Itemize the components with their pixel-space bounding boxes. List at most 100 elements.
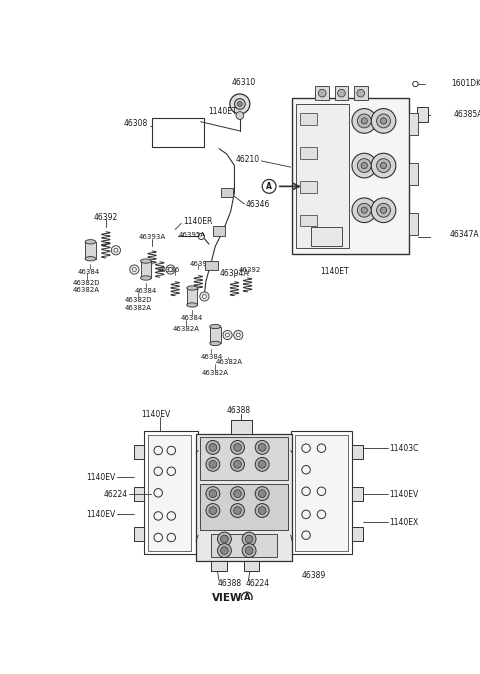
Bar <box>152 118 204 147</box>
Text: 46388: 46388 <box>217 579 241 588</box>
Circle shape <box>132 268 136 272</box>
Text: 46384: 46384 <box>181 315 203 321</box>
Circle shape <box>361 207 367 213</box>
Text: 1140ET: 1140ET <box>208 107 237 116</box>
Circle shape <box>234 460 241 468</box>
Text: 46384: 46384 <box>135 288 157 294</box>
Circle shape <box>217 532 231 546</box>
Text: 46395A: 46395A <box>178 232 205 238</box>
Text: 46389: 46389 <box>301 572 326 580</box>
Text: 1140EV: 1140EV <box>141 410 170 419</box>
Text: 46396: 46396 <box>158 266 180 272</box>
Bar <box>148 435 191 551</box>
Bar <box>133 528 144 541</box>
Text: 46224: 46224 <box>246 579 270 588</box>
Bar <box>133 445 144 459</box>
Circle shape <box>130 265 139 274</box>
Circle shape <box>234 330 243 340</box>
Circle shape <box>221 535 228 543</box>
Text: A: A <box>266 182 272 191</box>
Circle shape <box>258 507 266 514</box>
Bar <box>409 213 419 235</box>
Circle shape <box>209 490 217 497</box>
Circle shape <box>352 198 377 222</box>
Circle shape <box>318 90 326 97</box>
Text: A: A <box>243 593 250 602</box>
Circle shape <box>206 441 220 454</box>
Circle shape <box>258 460 266 468</box>
Bar <box>211 561 227 572</box>
Circle shape <box>381 207 386 213</box>
Bar <box>352 487 363 501</box>
Circle shape <box>361 118 367 124</box>
Text: 1140ER: 1140ER <box>183 217 212 226</box>
Bar <box>409 113 419 135</box>
Bar <box>300 215 317 226</box>
Text: 46310: 46310 <box>231 78 256 87</box>
Circle shape <box>357 158 371 173</box>
Circle shape <box>226 333 229 337</box>
Bar <box>210 326 221 344</box>
Circle shape <box>203 295 206 299</box>
Circle shape <box>200 292 209 301</box>
Bar <box>296 104 348 248</box>
Bar <box>291 431 352 555</box>
Circle shape <box>377 158 390 173</box>
Ellipse shape <box>141 276 151 280</box>
Circle shape <box>236 333 240 337</box>
Bar <box>292 98 409 254</box>
Text: 1140EV: 1140EV <box>389 490 419 499</box>
Text: 46385A: 46385A <box>454 111 480 119</box>
Bar <box>244 561 259 572</box>
Bar <box>221 188 233 197</box>
Ellipse shape <box>187 303 197 307</box>
Ellipse shape <box>210 341 221 346</box>
Circle shape <box>236 112 244 119</box>
Circle shape <box>255 503 269 518</box>
Circle shape <box>230 487 244 501</box>
Bar <box>200 483 288 530</box>
Text: 46347A: 46347A <box>449 231 479 239</box>
Text: VIEW: VIEW <box>212 592 242 603</box>
Text: 46382A: 46382A <box>216 359 242 365</box>
Bar <box>200 437 288 480</box>
Bar <box>85 242 96 259</box>
Bar <box>352 528 363 541</box>
Circle shape <box>221 547 228 555</box>
Circle shape <box>114 248 118 252</box>
Bar <box>300 181 317 193</box>
Bar <box>300 113 317 125</box>
Bar <box>352 445 363 459</box>
Circle shape <box>357 114 371 128</box>
Text: 46210: 46210 <box>236 155 260 164</box>
Ellipse shape <box>210 324 221 329</box>
Text: 46382A: 46382A <box>172 326 200 332</box>
Text: 1140ET: 1140ET <box>320 267 349 276</box>
Text: 1140EV: 1140EV <box>86 510 115 519</box>
Circle shape <box>242 544 256 557</box>
Text: 1601DK: 1601DK <box>452 80 480 88</box>
Circle shape <box>371 109 396 133</box>
Text: 46224: 46224 <box>103 490 127 499</box>
Ellipse shape <box>141 259 151 264</box>
Text: 46346: 46346 <box>246 200 270 208</box>
Text: 46392: 46392 <box>94 214 118 222</box>
Ellipse shape <box>85 257 96 261</box>
Text: 46394A: 46394A <box>220 269 249 278</box>
Text: 46397: 46397 <box>190 261 213 267</box>
Bar <box>144 431 198 555</box>
Bar <box>312 227 342 247</box>
Text: 46382A: 46382A <box>73 287 100 293</box>
Circle shape <box>230 458 244 471</box>
Circle shape <box>352 109 377 133</box>
Circle shape <box>242 532 256 546</box>
Circle shape <box>234 507 241 514</box>
Text: 1140EX: 1140EX <box>389 518 419 526</box>
Circle shape <box>352 153 377 178</box>
Circle shape <box>111 245 120 255</box>
Text: 46393A: 46393A <box>139 234 166 240</box>
Circle shape <box>361 162 367 168</box>
Circle shape <box>255 458 269 471</box>
Text: 1140EV: 1140EV <box>86 473 115 482</box>
Bar <box>205 261 217 270</box>
